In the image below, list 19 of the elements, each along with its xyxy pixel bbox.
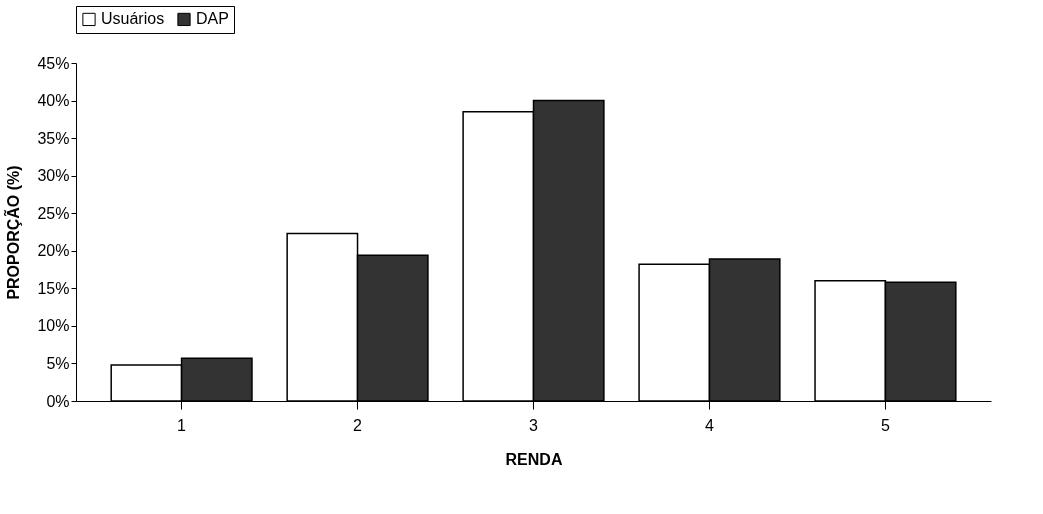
x-tick-label: 4	[705, 416, 715, 434]
y-tick-label: 30%	[37, 167, 70, 185]
y-tick-label: 15%	[37, 279, 70, 297]
x-tick-label: 5	[880, 416, 890, 434]
y-axis-title: PROPORÇÃO (%)	[3, 165, 23, 300]
y-tick-label: 25%	[37, 204, 70, 222]
x-tick-label: 1	[177, 416, 187, 434]
x-tick-label: 2	[353, 416, 363, 434]
y-tick-label: 20%	[37, 242, 70, 260]
y-tick-label: 40%	[37, 92, 70, 110]
y-tick-label: 5%	[46, 354, 70, 372]
legend-label: DAP	[196, 10, 229, 28]
y-tick-label: 35%	[37, 129, 70, 147]
y-tick-label: 45%	[37, 54, 70, 72]
x-tick-label: 3	[529, 416, 539, 434]
y-tick-label: 0%	[46, 392, 70, 410]
legend-label: Usuários	[101, 10, 165, 28]
x-axis-title: RENDA	[505, 450, 563, 468]
y-tick-label: 10%	[37, 317, 70, 335]
